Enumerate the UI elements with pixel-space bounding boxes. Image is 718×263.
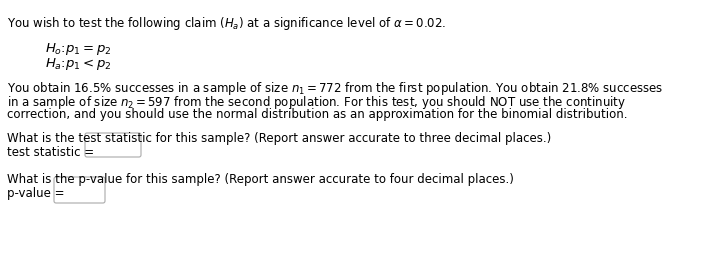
FancyBboxPatch shape — [54, 177, 105, 203]
Text: $H_a$:$p_1 < p_2$: $H_a$:$p_1 < p_2$ — [45, 56, 112, 72]
Text: in a sample of size $n_2 = 597$ from the second population. For this test, you s: in a sample of size $n_2 = 597$ from the… — [7, 94, 626, 111]
Text: You wish to test the following claim ($H_a$) at a significance level of $\alpha : You wish to test the following claim ($H… — [7, 15, 446, 32]
Text: p-value =: p-value = — [7, 187, 65, 200]
Text: You obtain 16.5% successes in a sample of size $n_1 = 772$ from the first popula: You obtain 16.5% successes in a sample o… — [7, 80, 663, 97]
Text: $H_o$:$p_1 = p_2$: $H_o$:$p_1 = p_2$ — [45, 41, 112, 57]
FancyBboxPatch shape — [85, 133, 141, 157]
Text: correction, and you should use the normal distribution as an approximation for t: correction, and you should use the norma… — [7, 108, 628, 121]
Text: test statistic =: test statistic = — [7, 146, 94, 159]
Text: What is the test statistic for this sample? (Report answer accurate to three dec: What is the test statistic for this samp… — [7, 132, 551, 145]
Text: What is the p-value for this sample? (Report answer accurate to four decimal pla: What is the p-value for this sample? (Re… — [7, 173, 514, 186]
